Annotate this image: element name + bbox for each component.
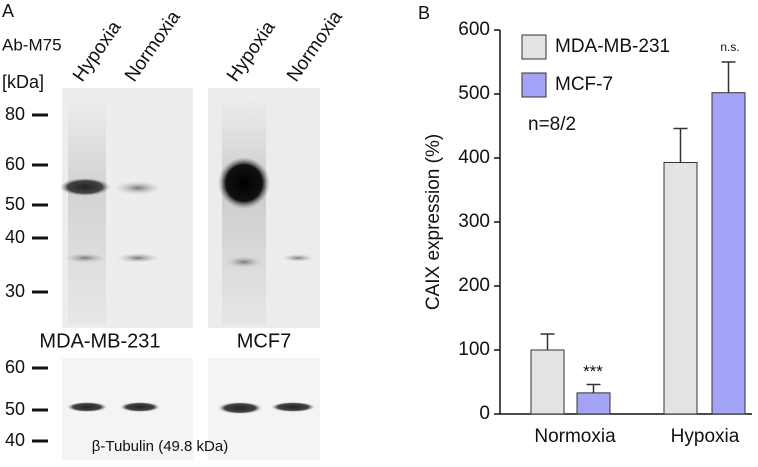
lane-label: Normoxia — [121, 7, 185, 86]
annotation: n=8/2 — [528, 114, 576, 135]
bar — [576, 392, 611, 415]
unit-label: [kDa] — [2, 72, 44, 92]
bar — [663, 161, 698, 415]
y-tick-label: 200 — [458, 275, 490, 296]
legend-swatch — [521, 72, 547, 98]
cell-line-label: MCF7 — [237, 330, 291, 352]
y-tick-label: 600 — [458, 19, 490, 40]
lane-label: Hypoxia — [69, 17, 126, 86]
annotation: n.s. — [720, 40, 739, 54]
panel-label: B — [418, 3, 430, 23]
y-tick-label: 100 — [458, 339, 490, 360]
annotation: *** — [583, 362, 603, 381]
error-bar — [673, 127, 688, 163]
panel-label: A — [2, 1, 14, 21]
x-tick-label: Normoxia — [534, 426, 616, 447]
y-tick-label: 500 — [458, 83, 490, 104]
bar — [530, 349, 565, 415]
marker-label: 50 — [5, 194, 25, 214]
marker-label: 60 — [5, 154, 25, 174]
marker-label: 30 — [5, 281, 25, 301]
y-axis-label: CAIX expression (%) — [423, 134, 444, 310]
y-tick-label: 300 — [458, 211, 490, 232]
legend-label: MCF-7 — [555, 74, 613, 95]
blot-images — [60, 88, 320, 460]
cell-line-label: MDA-MB-231 — [39, 330, 160, 352]
marker-label: 40 — [5, 227, 25, 247]
legend-swatch — [521, 34, 547, 60]
y-tick-label: 0 — [479, 403, 490, 424]
lane-label: Normoxia — [283, 7, 347, 86]
marker-label: 50 — [5, 399, 25, 419]
x-tick-label: Hypoxia — [671, 426, 740, 447]
bar — [711, 92, 746, 415]
marker-label: 60 — [5, 357, 25, 377]
y-tick-label: 400 — [458, 147, 490, 168]
error-bar — [721, 61, 736, 93]
error-bar — [540, 333, 555, 350]
legend-label: MDA-MB-231 — [555, 36, 670, 57]
loading-control-label: β-Tubulin (49.8 kDa) — [92, 438, 228, 455]
error-bar — [586, 383, 601, 393]
marker-label: 80 — [5, 104, 25, 124]
antibody-label: Ab-M75 — [2, 35, 62, 54]
lane-label: Hypoxia — [223, 17, 280, 86]
marker-label: 40 — [5, 430, 25, 450]
